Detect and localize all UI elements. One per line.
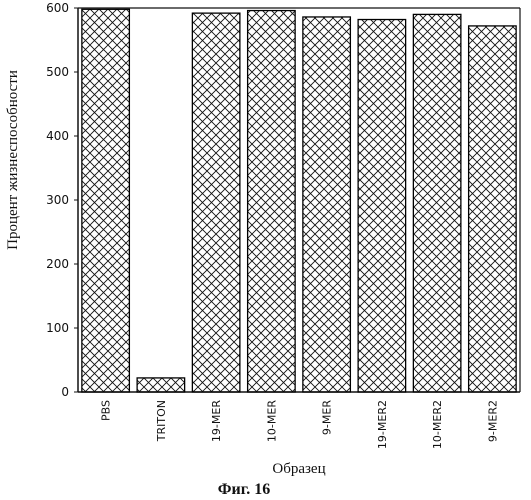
- bar-19-mer2: [358, 20, 406, 392]
- x-axis-title: Образец: [272, 461, 325, 477]
- bar-10-mer2: [413, 14, 461, 392]
- x-tick-label: 19-MER: [210, 400, 223, 442]
- y-tick-label: 300: [46, 193, 69, 207]
- bar-10-mer: [248, 11, 296, 392]
- y-tick-label: 100: [46, 321, 69, 335]
- x-tick-label: TRITON: [155, 400, 168, 442]
- x-tick-label: 10-MER: [265, 400, 278, 442]
- y-tick-label: 500: [46, 65, 69, 79]
- y-axis-title: Процент жизнеспособности: [5, 70, 21, 250]
- x-tick-label: 19-MER2: [376, 400, 389, 449]
- x-tick-label: 10-MER2: [431, 400, 444, 449]
- bar-9-mer2: [469, 26, 517, 392]
- x-tick-label: 9-MER2: [486, 400, 499, 442]
- y-tick-label: 400: [46, 129, 69, 143]
- bar-triton: [137, 378, 185, 392]
- bar-pbs: [82, 9, 130, 392]
- y-ticks: 0 100 200 300 400 500 600: [46, 1, 78, 399]
- x-tick-label: PBS: [100, 400, 113, 421]
- bar-9-mer: [303, 17, 351, 392]
- x-tick-labels: PBS TRITON 19-MER 10-MER 9-MER 19-MER2 10-MER2…: [100, 400, 500, 449]
- y-tick-label: 200: [46, 257, 69, 271]
- y-tick-label: 0: [61, 385, 69, 399]
- figure-caption: Фиг. 16: [218, 481, 270, 498]
- bars: [82, 9, 516, 392]
- bar-19-mer: [192, 13, 240, 392]
- x-tick-label: 9-MER: [321, 400, 334, 435]
- y-tick-label: 600: [46, 1, 69, 15]
